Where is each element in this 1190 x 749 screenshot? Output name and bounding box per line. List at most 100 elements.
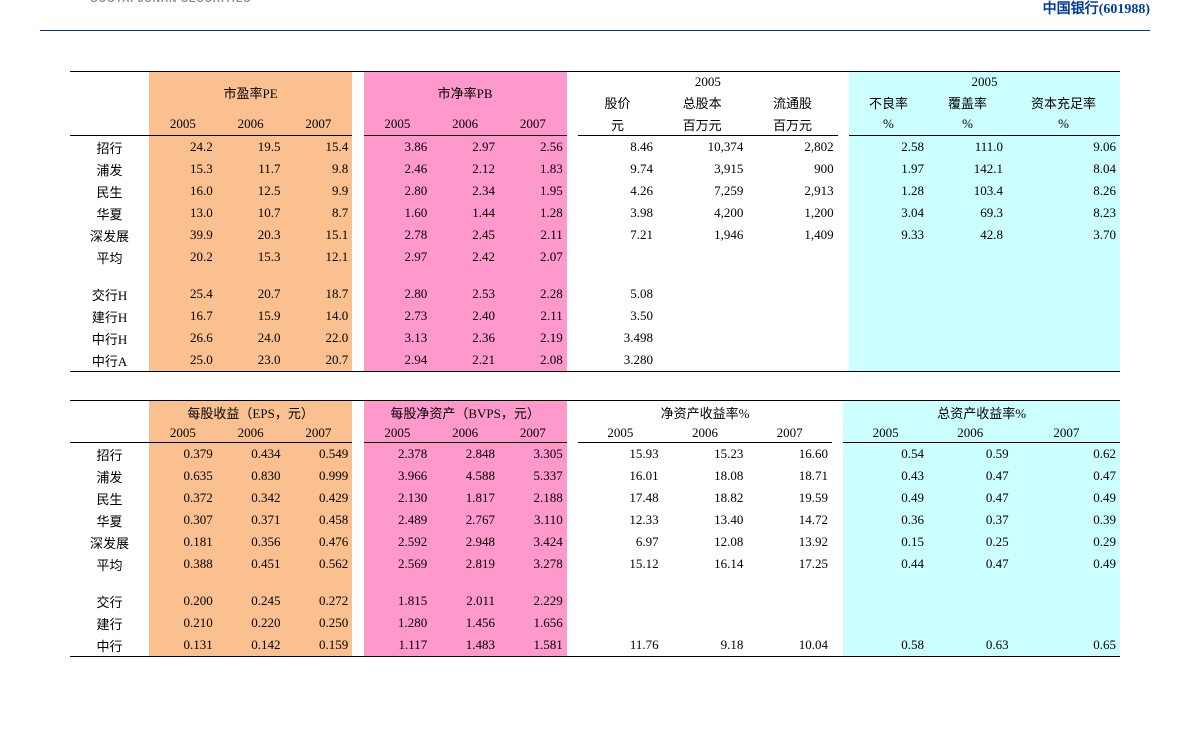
cell: 2,913 xyxy=(747,180,837,202)
cell xyxy=(928,305,1007,327)
cell xyxy=(567,612,578,634)
cell: 0.342 xyxy=(217,487,285,509)
group-eps: 每股收益（EPS，元） xyxy=(149,401,352,424)
pb-2005: 2005 xyxy=(364,113,432,136)
stock-name: 中国银行 xyxy=(1043,2,1099,17)
cell: 交行H xyxy=(70,283,149,305)
cell: 8.46 xyxy=(578,136,657,159)
bvps-2005: 2005 xyxy=(364,423,432,443)
cell: 0.562 xyxy=(285,553,353,575)
cell: 2.592 xyxy=(364,531,432,553)
table-row: 民生16.012.59.92.802.341.954.267,2592,9131… xyxy=(70,180,1120,202)
cell: 深发展 xyxy=(70,224,149,246)
cell xyxy=(747,612,832,634)
table-row: 建行H16.715.914.02.732.402.113.50 xyxy=(70,305,1120,327)
header-row-3: 2005 2006 2007 2005 2006 2007 元 百万元 百万元 … xyxy=(70,113,1120,136)
bvps-2007: 2007 xyxy=(499,423,567,443)
cell: 华夏 xyxy=(70,509,149,531)
cell: 中行 xyxy=(70,634,149,657)
eps-2007: 2007 xyxy=(285,423,353,443)
cell xyxy=(928,612,1013,634)
cell xyxy=(832,634,843,657)
cell: 2.45 xyxy=(431,224,499,246)
cell: 3.305 xyxy=(499,443,567,466)
table-row: 中行A25.023.020.72.942.212.083.280 xyxy=(70,349,1120,372)
cell: 招行 xyxy=(70,443,149,466)
cell xyxy=(832,553,843,575)
cell: 9.74 xyxy=(578,158,657,180)
cell: 15.12 xyxy=(578,553,663,575)
cell: 平均 xyxy=(70,553,149,575)
cell: 3.98 xyxy=(578,202,657,224)
cell: 0.429 xyxy=(285,487,353,509)
cell xyxy=(747,283,837,305)
roa-2006: 2006 xyxy=(928,423,1013,443)
cell xyxy=(1007,246,1120,268)
cell: 0.159 xyxy=(285,634,353,657)
cell: 0.434 xyxy=(217,443,285,466)
cell: 3.280 xyxy=(578,349,657,372)
header2-row-2: 2005 2006 2007 2005 2006 2007 2005 2006 … xyxy=(70,423,1120,443)
cell xyxy=(352,612,363,634)
cell xyxy=(567,305,578,327)
table-row: 民生0.3720.3420.4292.1301.8172.18817.4818.… xyxy=(70,487,1120,509)
table-row: 华夏13.010.78.71.601.441.283.984,2001,2003… xyxy=(70,202,1120,224)
cell: 16.7 xyxy=(149,305,217,327)
table-row: 深发展0.1810.3560.4762.5922.9483.4246.9712.… xyxy=(70,531,1120,553)
col-car: 资本充足率 xyxy=(1007,91,1120,113)
cell xyxy=(1007,283,1120,305)
cell xyxy=(352,443,363,466)
cell: 9.9 xyxy=(285,180,353,202)
cell: 2.130 xyxy=(364,487,432,509)
cell: 2.42 xyxy=(431,246,499,268)
table-row: 中行H26.624.022.03.132.362.193.498 xyxy=(70,327,1120,349)
cell: 1.95 xyxy=(499,180,567,202)
cell: 深发展 xyxy=(70,531,149,553)
cell: 16.60 xyxy=(747,443,832,466)
cell: 1.28 xyxy=(499,202,567,224)
roe-2005: 2005 xyxy=(578,423,663,443)
cell: 20.7 xyxy=(217,283,285,305)
cell: 0.371 xyxy=(217,509,285,531)
table-row xyxy=(70,575,1120,590)
cell: 2.40 xyxy=(431,305,499,327)
cell xyxy=(1007,349,1120,372)
cell: 0.356 xyxy=(217,531,285,553)
cell: 42.8 xyxy=(928,224,1007,246)
cell xyxy=(567,634,578,657)
roa-2007: 2007 xyxy=(1013,423,1120,443)
cell xyxy=(352,327,363,349)
cell xyxy=(352,158,363,180)
col-npl: 不良率 xyxy=(849,91,928,113)
cell: 1.117 xyxy=(364,634,432,657)
cell xyxy=(849,283,928,305)
cell: 15.93 xyxy=(578,443,663,466)
cell: 0.999 xyxy=(285,465,353,487)
header-rule xyxy=(40,30,1150,31)
cell: 0.65 xyxy=(1013,634,1120,657)
cell: 0.58 xyxy=(843,634,928,657)
cell: 3.13 xyxy=(364,327,432,349)
cell xyxy=(1013,590,1120,612)
cell: 9.18 xyxy=(663,634,748,657)
cell: 0.36 xyxy=(843,509,928,531)
cell: 15.4 xyxy=(285,136,353,159)
cell: 16.01 xyxy=(578,465,663,487)
cell: 0.63 xyxy=(928,634,1013,657)
cell xyxy=(352,465,363,487)
cell xyxy=(352,283,363,305)
cell: 浦发 xyxy=(70,158,149,180)
cell: 0.39 xyxy=(1013,509,1120,531)
cell: 0.307 xyxy=(149,509,217,531)
cell: 0.181 xyxy=(149,531,217,553)
cell xyxy=(578,590,663,612)
cell: 142.1 xyxy=(928,158,1007,180)
cell: 2,802 xyxy=(747,136,837,159)
cell xyxy=(928,327,1007,349)
cell xyxy=(567,327,578,349)
cell: 2.58 xyxy=(849,136,928,159)
cell xyxy=(567,531,578,553)
header-row-1: 市盈率PE 市净率PB 2005 2005 xyxy=(70,72,1120,92)
cell: 0.29 xyxy=(1013,531,1120,553)
cell: 17.48 xyxy=(578,487,663,509)
